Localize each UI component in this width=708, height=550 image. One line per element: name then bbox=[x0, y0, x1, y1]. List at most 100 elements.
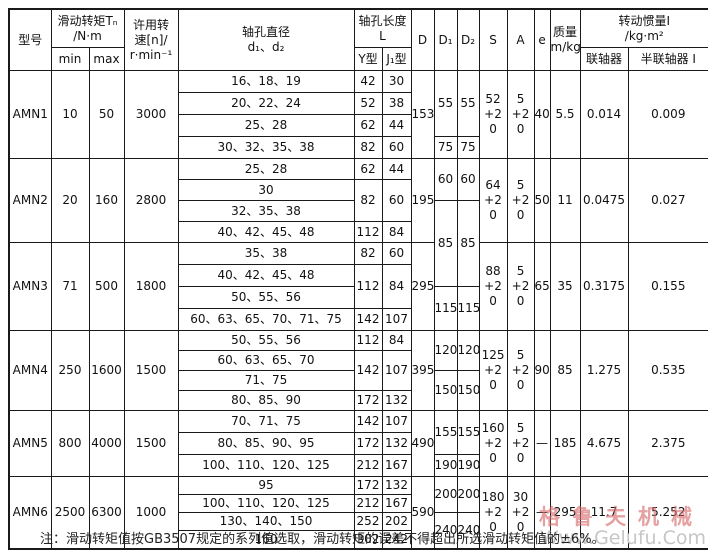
watermark-brand: 格鲁夫机械 bbox=[539, 505, 704, 529]
table-row: AMN3 71 500 1800 35、38 82 60 295 88 +2 0… bbox=[8, 242, 708, 331]
bore-cell: 50、55、56 bbox=[177, 330, 355, 351]
a-cell: 5 +2 0 bbox=[506, 70, 535, 159]
header-d1: D₁ bbox=[433, 8, 458, 71]
len-j-cell: 107 bbox=[381, 308, 412, 331]
len-j-cell: 60 bbox=[381, 136, 412, 159]
header-d: D bbox=[410, 8, 435, 71]
model-cell: AMN1 bbox=[8, 70, 52, 159]
d1-cell: 155 bbox=[433, 410, 458, 455]
len-y-cell: 62 bbox=[353, 158, 383, 180]
d1-cell: 115 bbox=[433, 286, 458, 331]
d-cell: 295 bbox=[410, 242, 435, 331]
len-j-cell: 60 bbox=[381, 179, 412, 222]
len-j-cell: 30 bbox=[381, 70, 412, 93]
bore-cell: 25、28 bbox=[177, 114, 355, 137]
inertia-half-cell: 2.375 bbox=[627, 410, 708, 477]
header-half-coupling: 半联轴器 I bbox=[627, 47, 708, 71]
bore-cell: 71、75 bbox=[177, 370, 355, 391]
header-bore-length: 轴孔长度 L bbox=[353, 8, 412, 48]
len-j-cell: 107 bbox=[381, 410, 412, 433]
header-torque: 滑动转矩Tₙ /N·m bbox=[50, 8, 125, 48]
speed-cell: 1800 bbox=[123, 242, 179, 331]
bore-cell: 60、63、65、70、71、75 bbox=[177, 308, 355, 331]
table-row: 80、85、90 172 132 bbox=[9, 390, 708, 411]
bore-cell: 40、42、45、48 bbox=[177, 264, 355, 287]
d2-cell: 120 bbox=[456, 330, 480, 371]
bore-cell: 100、110、120、125 bbox=[177, 494, 355, 513]
bore-cell: 80、85、90、95 bbox=[177, 432, 355, 455]
table-row: 100、110、120、125 212 167 bbox=[9, 494, 708, 513]
speed-cell: 1000 bbox=[123, 476, 179, 550]
max-cell: 500 bbox=[88, 242, 125, 331]
s-cell: 125 +2 0 bbox=[478, 330, 508, 411]
len-j-cell: 132 bbox=[381, 390, 412, 411]
d-cell: 153 bbox=[410, 70, 435, 159]
inertia-coupling-cell: 0.0475 bbox=[579, 158, 629, 243]
table-row: 130、140、150 252 202 240 240 bbox=[9, 512, 708, 550]
len-y-cell: 112 bbox=[353, 221, 383, 243]
header-e: e bbox=[533, 8, 551, 71]
table-row: AMN6 2500 6300 1000 95 172 132 590 200 2… bbox=[8, 476, 708, 550]
bore-cell: 20、22、24 bbox=[177, 92, 355, 115]
len-y-cell: 172 bbox=[353, 432, 383, 455]
header-coupling: 联轴器 bbox=[579, 47, 629, 71]
len-j-cell: 84 bbox=[381, 221, 412, 243]
len-y-cell: 142 bbox=[353, 350, 383, 391]
e-cell: 40 bbox=[533, 70, 551, 159]
header-max: max bbox=[88, 47, 125, 71]
header-d2: D₂ bbox=[456, 8, 480, 71]
a-cell: 5 +2 0 bbox=[506, 410, 535, 477]
d-cell: 490 bbox=[410, 410, 435, 477]
d1-cell: 120 bbox=[433, 330, 458, 371]
speed-cell: 1500 bbox=[123, 330, 179, 411]
table-row: 25、28 62 44 bbox=[9, 114, 708, 137]
e-cell: 50 bbox=[533, 158, 551, 243]
table-row: 32、35、38 85 85 bbox=[9, 200, 708, 287]
e-cell: 65 bbox=[533, 242, 551, 331]
len-j-cell: 60 bbox=[381, 242, 412, 265]
d1-cell: 75 bbox=[433, 136, 458, 159]
table-row: AMN2 20 160 2800 25、28 62 44 195 60 60 6… bbox=[8, 158, 708, 243]
model-cell: AMN4 bbox=[8, 330, 52, 411]
footnote: 注：滑动转矩值按GB3507规定的系列值选取，滑动转矩的误差不得超出所选滑动转矩… bbox=[40, 532, 605, 547]
bore-cell: 16、18、19 bbox=[177, 70, 355, 93]
d2-cell: 85 bbox=[456, 200, 480, 287]
d2-cell: 200 bbox=[456, 476, 480, 513]
header-s: S bbox=[478, 8, 508, 71]
len-j-cell: 167 bbox=[381, 454, 412, 477]
len-y-cell: 82 bbox=[353, 179, 383, 222]
inertia-coupling-cell: 1.275 bbox=[579, 330, 629, 411]
len-y-cell: 252 bbox=[353, 512, 383, 531]
len-j-cell: 132 bbox=[381, 432, 412, 455]
len-y-cell: 52 bbox=[353, 92, 383, 115]
inertia-coupling-cell: 4.675 bbox=[579, 410, 629, 477]
max-cell: 4000 bbox=[88, 410, 125, 477]
inertia-half-cell: 0.155 bbox=[627, 242, 708, 331]
d-cell: 395 bbox=[410, 330, 435, 411]
len-y-cell: 42 bbox=[353, 70, 383, 93]
max-cell: 50 bbox=[88, 70, 125, 159]
len-y-cell: 62 bbox=[353, 114, 383, 137]
table-row: 60、63、65、70 142 107 bbox=[9, 350, 708, 391]
len-y-cell: 172 bbox=[353, 476, 383, 495]
header-mass: 质量 m/kg bbox=[549, 8, 581, 71]
d1-cell: 55 bbox=[433, 70, 458, 137]
header-min: min bbox=[50, 47, 90, 71]
d2-cell: 150 bbox=[456, 370, 480, 411]
max-cell: 160 bbox=[88, 158, 125, 243]
len-y-cell: 82 bbox=[353, 136, 383, 159]
d1-cell: 150 bbox=[433, 370, 458, 411]
len-j-cell: 84 bbox=[381, 330, 412, 351]
d1-cell: 85 bbox=[433, 200, 458, 287]
d2-cell: 190 bbox=[456, 454, 480, 477]
max-cell: 1600 bbox=[88, 330, 125, 411]
bore-cell: 130、140、150 bbox=[177, 512, 355, 531]
len-j-cell: 84 bbox=[381, 264, 412, 309]
d2-cell: 240 bbox=[456, 512, 480, 550]
bore-cell: 25、28 bbox=[177, 158, 355, 180]
table-row: 100、110、120、125 212 167 190 190 bbox=[9, 454, 708, 477]
d-cell: 195 bbox=[410, 158, 435, 243]
min-cell: 71 bbox=[50, 242, 90, 331]
len-j-cell: 132 bbox=[381, 476, 412, 495]
s-cell: 88 +2 0 bbox=[478, 242, 508, 331]
